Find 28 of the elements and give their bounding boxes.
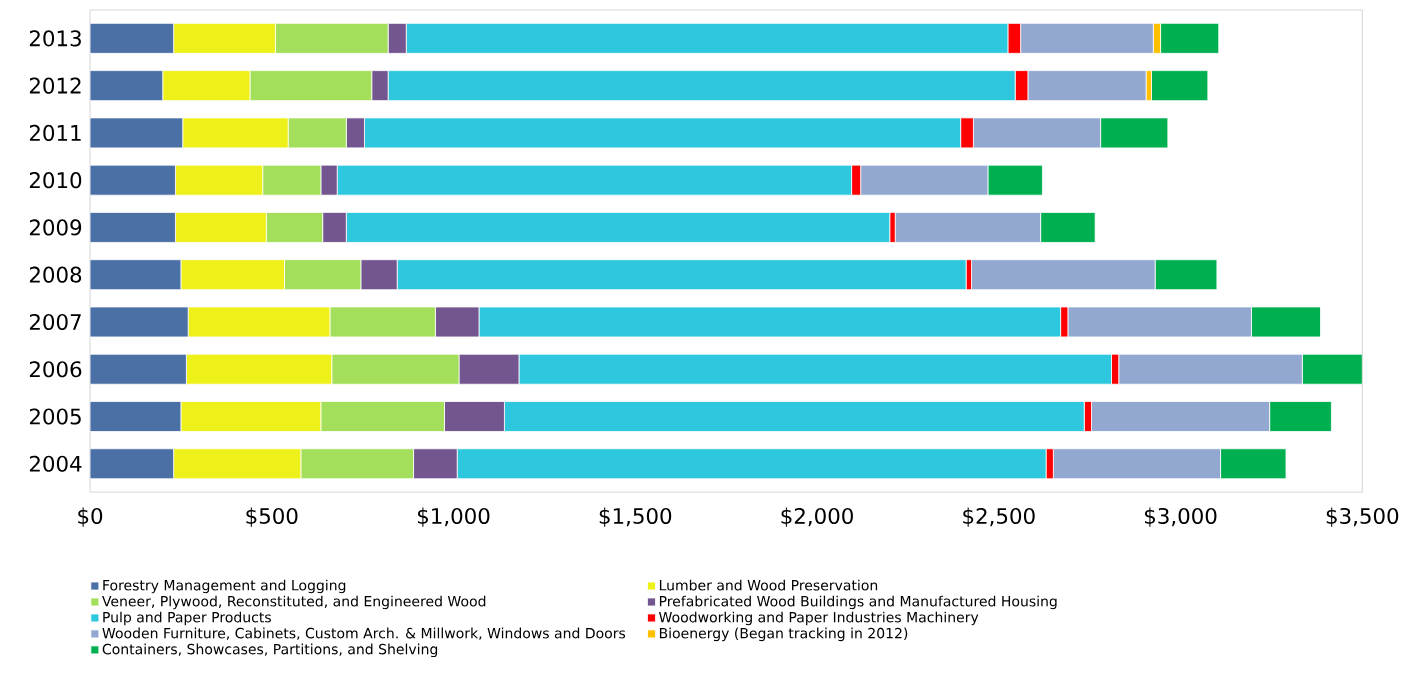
x-tick-label: $1,500 — [599, 507, 672, 527]
x-tick-label: $2,500 — [963, 507, 1035, 527]
legend-label: Pulp and Paper Products — [103, 611, 271, 626]
bar — [1151, 70, 1209, 101]
x-tick-label: $0 — [78, 507, 103, 527]
y-tick-label: 2010 — [29, 172, 82, 189]
legend-label: Lumber and Wood Preservation — [659, 579, 878, 591]
x-tick-label: $500 — [246, 507, 298, 527]
legend-label: Forestry Management and Logging — [103, 579, 346, 594]
x-tick-label: $2,000 — [781, 507, 853, 527]
y-tick-label: 2011 — [29, 124, 81, 141]
y-tick-label: 2005 — [29, 408, 81, 425]
x-tick-label: $3,000 — [1145, 507, 1217, 527]
x-tick-label: $3,500 — [1326, 507, 1399, 527]
legend-label: Bioenergy (Began tracking in 2012) — [659, 627, 908, 642]
legend-label: Woodworking and Paper Industries Machinery — [659, 611, 979, 626]
y-tick-label: 2007 — [29, 313, 81, 330]
legend-label: Veneer, Plywood, Reconstituted, and Engineered Wood — [102, 595, 486, 610]
y-tick-label: 2013 — [29, 30, 81, 47]
legend-label: Wooden Furniture, Cabinets, Custom Arch. & Millwork, Windows and Doors — [102, 627, 626, 640]
y-tick-label: 2008 — [29, 266, 82, 283]
y-tick-label: 2006 — [29, 361, 82, 378]
legend-label: Prefabricated Wood Buildings and Manufactured Housing — [659, 595, 1057, 610]
y-tick-label: 2004 — [29, 455, 82, 472]
y-tick-label: 2009 — [29, 219, 82, 236]
legend-label: Containers, Showcases, Partitions, and Shelving — [102, 643, 438, 658]
y-tick-label: 2012 — [29, 77, 81, 94]
x-tick-label: $1,000 — [417, 507, 490, 527]
